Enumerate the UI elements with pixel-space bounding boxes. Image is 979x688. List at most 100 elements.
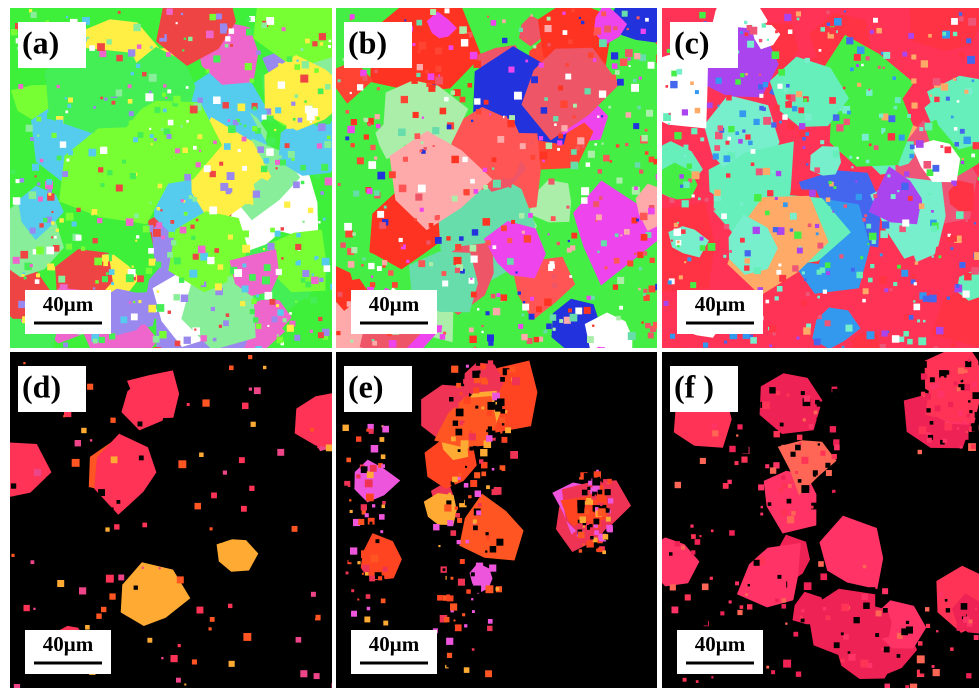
grain-speck: [601, 240, 607, 246]
grain-speck: [832, 490, 835, 493]
grain-speck: [883, 608, 888, 613]
grain-speck: [318, 317, 322, 321]
grain-speck: [92, 442, 98, 448]
grain-speck: [30, 137, 34, 141]
grain-speck: [443, 568, 446, 571]
grain-speck: [184, 38, 186, 40]
grain-speck: [684, 155, 687, 158]
grain-speck: [20, 178, 24, 182]
grain-speck: [502, 423, 504, 425]
grain-speck: [470, 278, 472, 280]
grain-speck: [625, 143, 628, 146]
grain-speck: [740, 31, 743, 34]
grain-speck: [289, 312, 292, 315]
grain-speck: [585, 88, 591, 94]
grain-speck: [626, 112, 632, 118]
grain-speck: [331, 554, 334, 557]
grain-speck: [192, 197, 197, 202]
grain-speck: [404, 19, 406, 21]
grain-speck: [176, 22, 178, 24]
grain-speck: [960, 446, 963, 449]
grain-speck: [57, 580, 64, 587]
grain-speck: [471, 256, 478, 263]
grain-speck: [759, 74, 761, 76]
grain-speck: [455, 507, 458, 510]
grain-speck: [416, 20, 422, 26]
grain-speck: [424, 147, 427, 150]
grain-speck: [771, 122, 776, 127]
grain-speck: [501, 409, 506, 414]
grain-speck: [587, 336, 594, 343]
grain-speck: [759, 39, 762, 42]
grain-speck: [261, 166, 268, 173]
grain-speck: [712, 561, 717, 566]
grain-speck: [897, 654, 901, 658]
grain-speck: [433, 145, 435, 147]
grain-speck: [145, 93, 153, 101]
grain-speck: [455, 513, 460, 518]
grain-speck: [891, 194, 896, 199]
grain-speck: [431, 201, 433, 203]
grain-speck: [223, 320, 229, 326]
grain-speck: [901, 183, 908, 190]
grain-speck: [680, 185, 683, 188]
grain-speck: [126, 274, 134, 282]
grain-speck: [915, 261, 918, 264]
grain-speck: [401, 96, 408, 103]
grain-speck: [737, 174, 741, 178]
grain-speck: [329, 40, 332, 43]
grain-speck: [924, 161, 932, 169]
grain-speck: [448, 493, 451, 496]
grain-speck: [597, 208, 601, 212]
grain-speck: [481, 331, 483, 333]
grain-speck: [485, 550, 487, 552]
grain-speck: [895, 97, 901, 103]
grain-speck: [463, 189, 469, 195]
grain-speck: [91, 213, 94, 216]
grain-speck: [705, 198, 709, 202]
grain-speck: [570, 314, 578, 322]
grain-speck: [369, 429, 374, 434]
grain-speck: [351, 611, 357, 617]
grain-speck: [267, 243, 274, 250]
grain-speck: [612, 63, 618, 69]
grain-speck: [690, 282, 696, 288]
grain-speck: [862, 299, 866, 303]
grain-speck: [476, 563, 483, 570]
grain-speck: [890, 611, 894, 615]
grain-speck: [633, 79, 637, 83]
grain-speck: [308, 611, 316, 619]
grain-speck: [473, 409, 475, 411]
grain-speck: [67, 104, 71, 108]
grain-speck: [365, 480, 373, 488]
grain-speck: [363, 258, 366, 261]
grain-speck: [446, 664, 449, 667]
grain-speck: [223, 471, 227, 475]
grain-speck: [613, 285, 618, 290]
grain-speck: [782, 598, 787, 603]
grain-speck: [474, 98, 480, 104]
grain-speck: [452, 627, 455, 630]
grain-speck: [721, 213, 727, 219]
grain-speck: [263, 366, 266, 369]
grain-speck: [801, 609, 804, 612]
grain-speck: [112, 101, 116, 105]
grain-speck: [471, 572, 475, 576]
grain-speck: [11, 169, 16, 174]
grain-speck: [377, 211, 384, 218]
grain-speck: [901, 628, 908, 635]
grain-speck: [491, 20, 497, 26]
grain-speck: [465, 466, 467, 468]
grain-speck: [918, 641, 923, 646]
grain-speck: [315, 615, 321, 621]
grain-speck: [828, 206, 830, 208]
grain-speck: [264, 264, 271, 271]
grain-speck: [16, 179, 20, 183]
grain-speck: [745, 593, 748, 596]
grain-speck: [600, 347, 605, 352]
grain-speck: [929, 193, 931, 195]
grain-speck: [930, 449, 935, 454]
grain-speck: [668, 123, 670, 125]
grain-speck: [920, 668, 926, 674]
grain-speck: [296, 233, 301, 238]
